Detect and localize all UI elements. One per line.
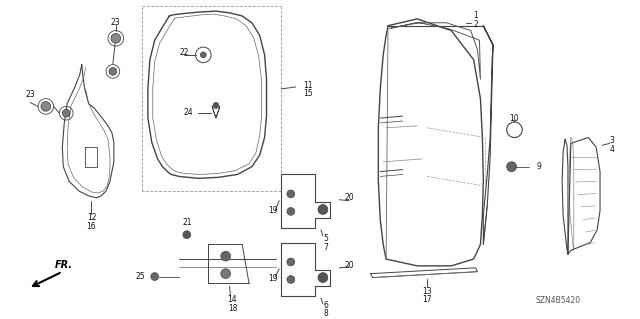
Circle shape [221, 251, 230, 261]
Circle shape [109, 68, 116, 75]
Text: 6: 6 [323, 301, 328, 310]
Circle shape [41, 101, 51, 111]
Text: 4: 4 [609, 145, 614, 154]
Text: 19: 19 [269, 206, 278, 215]
Text: 20: 20 [344, 193, 354, 202]
Text: 16: 16 [86, 221, 96, 231]
Text: 18: 18 [228, 304, 237, 313]
Circle shape [183, 231, 191, 239]
Circle shape [151, 273, 159, 280]
Text: 15: 15 [303, 89, 313, 98]
Text: 21: 21 [182, 218, 191, 226]
Text: 19: 19 [269, 274, 278, 283]
Circle shape [287, 208, 294, 215]
Circle shape [213, 102, 219, 108]
Text: 23: 23 [111, 18, 120, 27]
Text: 1: 1 [473, 11, 478, 20]
Text: 3: 3 [609, 136, 614, 145]
Text: 8: 8 [323, 309, 328, 318]
Text: 20: 20 [344, 261, 354, 271]
Text: FR.: FR. [54, 260, 72, 270]
Circle shape [507, 162, 516, 172]
Text: 2: 2 [473, 20, 478, 29]
Circle shape [287, 258, 294, 266]
Text: 10: 10 [509, 114, 519, 122]
Text: 24: 24 [184, 108, 193, 117]
Text: 9: 9 [536, 162, 541, 171]
Circle shape [200, 52, 206, 58]
Text: 12: 12 [87, 213, 96, 222]
Text: 13: 13 [422, 287, 432, 296]
Text: 5: 5 [323, 234, 328, 243]
Text: SZN4B5420: SZN4B5420 [536, 296, 580, 305]
Circle shape [62, 109, 70, 117]
Text: 17: 17 [422, 295, 432, 304]
Text: 7: 7 [323, 243, 328, 252]
Circle shape [287, 190, 294, 198]
Circle shape [318, 204, 328, 214]
Text: 22: 22 [179, 48, 189, 57]
Circle shape [318, 273, 328, 282]
Circle shape [221, 269, 230, 278]
Text: 14: 14 [228, 295, 237, 304]
Text: 25: 25 [135, 272, 145, 281]
Circle shape [111, 33, 121, 43]
Text: 23: 23 [26, 90, 35, 99]
Circle shape [287, 276, 294, 283]
Text: 11: 11 [303, 80, 313, 90]
